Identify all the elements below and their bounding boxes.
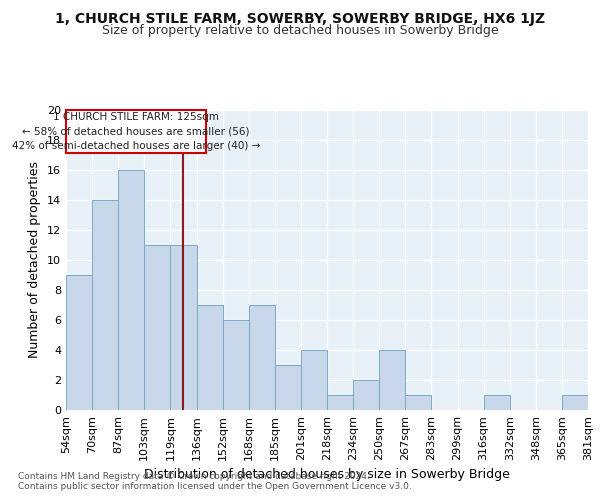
Text: Size of property relative to detached houses in Sowerby Bridge: Size of property relative to detached ho… (101, 24, 499, 37)
Bar (197, 305, 223, 410)
Bar (249, 305, 275, 410)
Bar (301, 350, 327, 410)
Y-axis label: Number of detached properties: Number of detached properties (28, 162, 41, 358)
Bar (170, 245, 197, 410)
Bar (92, 200, 118, 410)
X-axis label: Distribution of detached houses by size in Sowerby Bridge: Distribution of detached houses by size … (144, 468, 510, 481)
Bar (118, 170, 145, 410)
Bar (223, 320, 249, 410)
Bar (406, 395, 431, 410)
Bar (145, 245, 170, 410)
Bar (379, 350, 406, 410)
Text: 1, CHURCH STILE FARM, SOWERBY, SOWERBY BRIDGE, HX6 1JZ: 1, CHURCH STILE FARM, SOWERBY, SOWERBY B… (55, 12, 545, 26)
Bar (66, 275, 92, 410)
Bar (66, 110, 206, 153)
Text: Contains HM Land Registry data © Crown copyright and database right 2024.: Contains HM Land Registry data © Crown c… (18, 472, 370, 481)
Text: 1 CHURCH STILE FARM: 125sqm
← 58% of detached houses are smaller (56)
42% of sem: 1 CHURCH STILE FARM: 125sqm ← 58% of det… (11, 112, 260, 151)
Bar (562, 395, 588, 410)
Bar (484, 395, 510, 410)
Bar (275, 365, 301, 410)
Bar (353, 380, 379, 410)
Text: Contains public sector information licensed under the Open Government Licence v3: Contains public sector information licen… (18, 482, 412, 491)
Bar (327, 395, 353, 410)
